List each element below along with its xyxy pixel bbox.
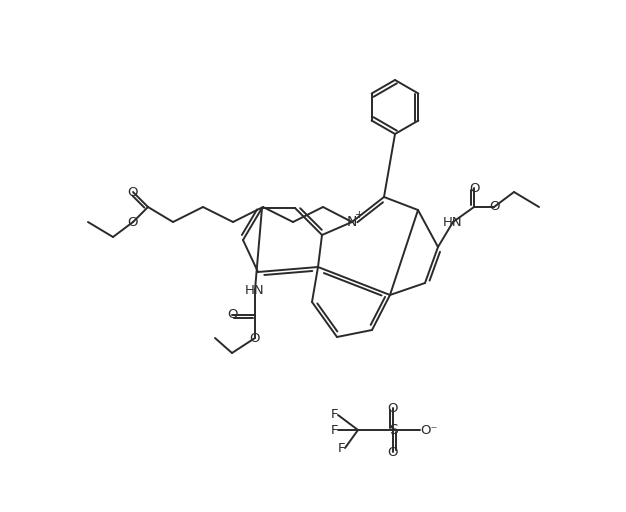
Text: O: O xyxy=(387,401,398,415)
Text: S: S xyxy=(389,423,398,437)
Text: HN: HN xyxy=(443,216,463,228)
Text: +: + xyxy=(355,210,363,220)
Text: O: O xyxy=(250,331,260,345)
Text: O: O xyxy=(469,181,480,195)
Text: F: F xyxy=(337,441,345,455)
Text: HN: HN xyxy=(245,284,265,296)
Text: O: O xyxy=(489,201,500,214)
Text: F: F xyxy=(331,423,338,437)
Text: O: O xyxy=(128,185,138,199)
Text: O: O xyxy=(227,309,237,322)
Text: O: O xyxy=(387,445,398,459)
Text: O⁻: O⁻ xyxy=(420,423,438,437)
Text: N: N xyxy=(347,215,357,229)
Text: O: O xyxy=(128,216,138,228)
Text: F: F xyxy=(331,409,338,421)
